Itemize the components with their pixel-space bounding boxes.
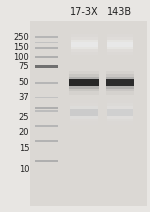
Bar: [35, 65, 58, 68]
Bar: [107, 42, 133, 47]
Text: 143B: 143B: [107, 7, 133, 17]
Bar: [35, 56, 58, 58]
Bar: [69, 71, 99, 95]
Bar: [69, 79, 99, 86]
Text: 10: 10: [19, 165, 29, 174]
Bar: [106, 71, 134, 95]
Bar: [35, 47, 58, 49]
Text: 25: 25: [19, 113, 29, 122]
Text: 15: 15: [19, 144, 29, 153]
Bar: [107, 106, 133, 119]
Bar: [70, 100, 98, 125]
Text: 150: 150: [14, 43, 29, 52]
Bar: [35, 107, 58, 109]
Bar: [106, 79, 134, 86]
Bar: [35, 110, 58, 112]
Bar: [70, 103, 98, 121]
Bar: [107, 103, 133, 121]
Bar: [35, 36, 58, 38]
Bar: [106, 77, 134, 89]
Bar: [70, 37, 98, 52]
Bar: [69, 77, 99, 89]
Bar: [70, 40, 98, 49]
Bar: [70, 109, 98, 116]
Text: 75: 75: [19, 62, 29, 71]
Bar: [107, 37, 133, 52]
Bar: [107, 34, 133, 55]
Bar: [35, 140, 58, 142]
Text: 17-3X: 17-3X: [70, 7, 98, 17]
Bar: [70, 106, 98, 119]
Bar: [35, 82, 58, 84]
Text: 37: 37: [18, 93, 29, 102]
Bar: [69, 74, 99, 91]
Bar: [107, 40, 133, 49]
Bar: [30, 21, 147, 206]
Bar: [35, 42, 58, 43]
Bar: [106, 74, 134, 91]
Text: 20: 20: [19, 128, 29, 137]
Bar: [70, 34, 98, 55]
Bar: [107, 100, 133, 125]
Text: 250: 250: [14, 33, 29, 42]
Bar: [35, 97, 58, 98]
Bar: [107, 109, 133, 116]
Text: 50: 50: [19, 78, 29, 87]
Text: 100: 100: [14, 53, 29, 62]
Bar: [70, 42, 98, 47]
Bar: [35, 125, 58, 127]
Bar: [35, 160, 58, 162]
